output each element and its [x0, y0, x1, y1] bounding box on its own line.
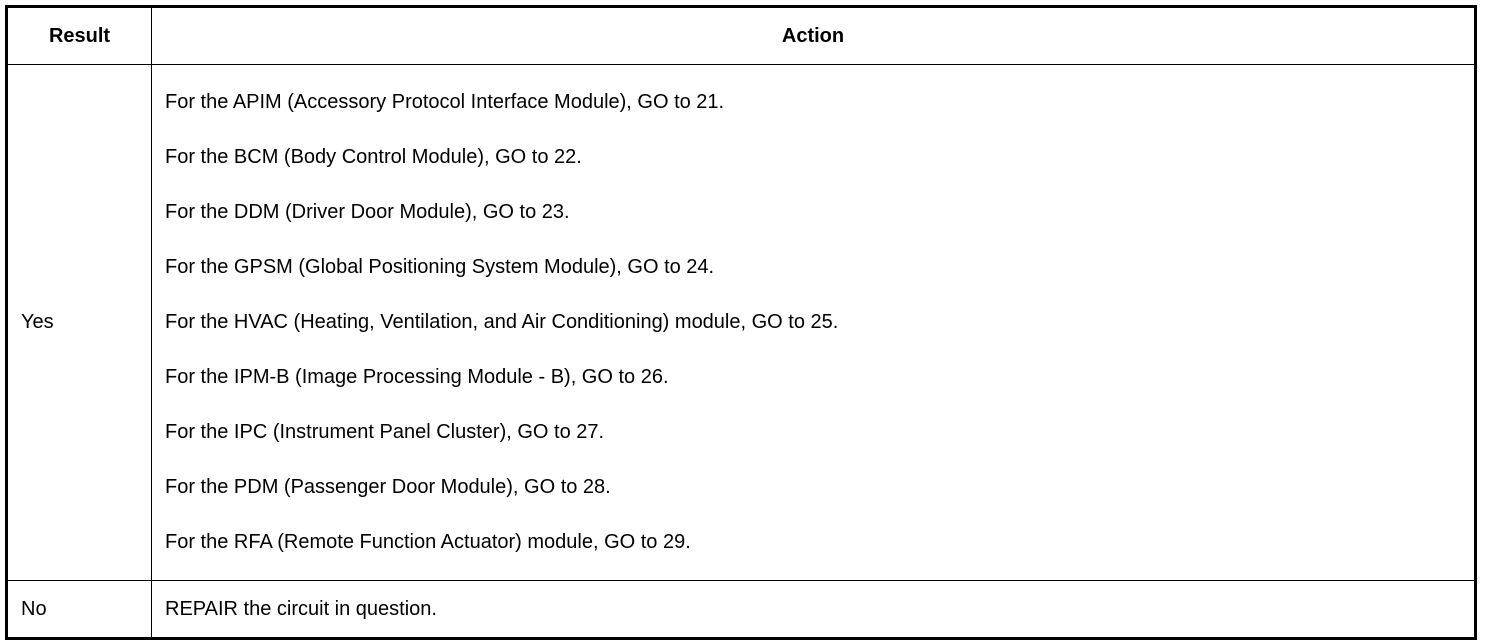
result-action-table: Result Action Yes For the APIM (Accessor… — [5, 5, 1477, 640]
result-cell: Yes — [6, 64, 152, 581]
action-line: For the PDM (Passenger Door Module), GO … — [165, 476, 611, 498]
table-row-yes: Yes For the APIM (Accessory Protocol Int… — [6, 64, 1476, 581]
action-line: For the IPM-B (Image Processing Module -… — [165, 366, 669, 388]
action-line: For the IPC (Instrument Panel Cluster), … — [165, 421, 605, 443]
action-line: For the HVAC (Heating, Ventilation, and … — [165, 311, 839, 333]
action-cell: For the APIM (Accessory Protocol Interfa… — [151, 64, 1476, 581]
header-action: Action — [151, 6, 1476, 65]
action-line: For the APIM (Accessory Protocol Interfa… — [165, 91, 725, 113]
action-cell: REPAIR the circuit in question. — [151, 580, 1476, 639]
table-row-no: No REPAIR the circuit in question. — [6, 580, 1476, 639]
action-line: For the GPSM (Global Positioning System … — [165, 256, 715, 278]
header-result: Result — [6, 6, 152, 65]
result-cell: No — [6, 580, 152, 639]
action-line: For the RFA (Remote Function Actuator) m… — [165, 531, 691, 553]
action-line: For the BCM (Body Control Module), GO to… — [165, 146, 582, 168]
header-row: Result Action — [6, 6, 1476, 65]
action-line: For the DDM (Driver Door Module), GO to … — [165, 201, 570, 223]
